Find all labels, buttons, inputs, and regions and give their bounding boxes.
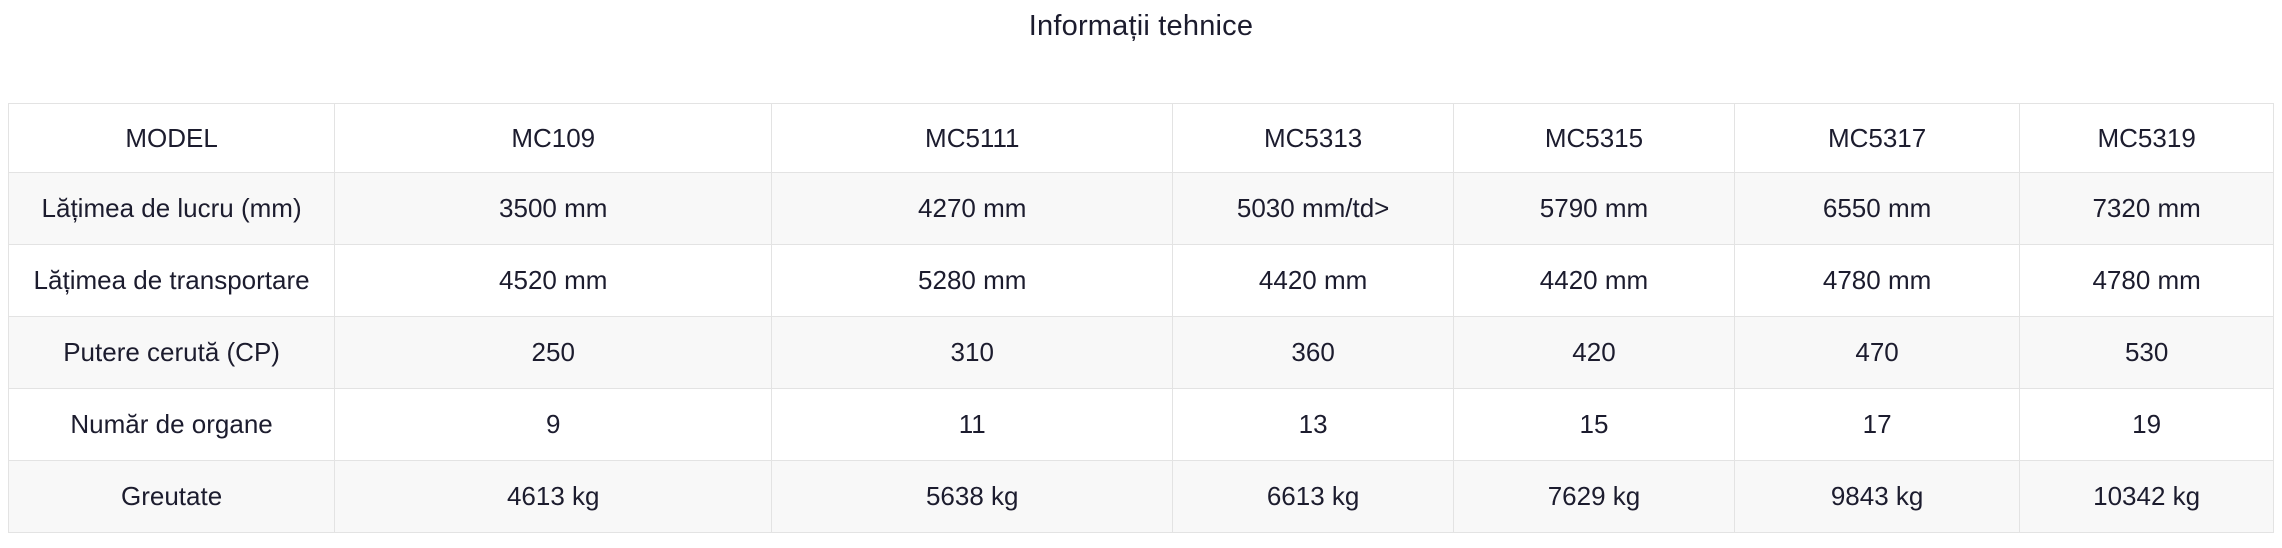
spec-value-cell: 9 <box>334 388 773 461</box>
spec-value-cell: 13 <box>1172 388 1455 461</box>
table-header-row: MODEL MC109 MC5111 MC5313 MC5315 MC5317 MC5319 <box>7 103 2274 173</box>
spec-value-cell: 4420 mm <box>1172 244 1455 317</box>
model-column-header: MODEL <box>7 103 336 173</box>
column-header-mc5315: MC5315 <box>1453 103 1735 173</box>
spec-value-cell: 5790 mm <box>1453 172 1735 245</box>
spec-value-cell: 470 <box>1733 316 2021 389</box>
spec-value-cell: 9843 kg <box>1733 460 2021 533</box>
spec-value-cell: 4780 mm <box>2019 244 2274 317</box>
tech-info-table: MODEL MC109 MC5111 MC5313 MC5315 MC5317 MC5319… <box>7 103 2274 533</box>
spec-value-cell: 15 <box>1453 388 1735 461</box>
spec-value-cell: 10342 kg <box>2019 460 2274 533</box>
spec-value-cell: 420 <box>1453 316 1735 389</box>
spec-value-cell: 11 <box>771 388 1174 461</box>
spec-value-cell: 5280 mm <box>771 244 1174 317</box>
row-label: Greutate <box>7 460 336 533</box>
spec-value-cell: 4270 mm <box>771 172 1174 245</box>
table-row: Lățimea de lucru (mm) 3500 mm 4270 mm 5030 … <box>7 172 2274 245</box>
spec-value-cell: 17 <box>1733 388 2021 461</box>
table-row: Lățimea de transportare 4520 mm 5280 mm 442… <box>7 244 2274 317</box>
spec-value-cell: 4520 mm <box>334 244 773 317</box>
column-header-mc109: MC109 <box>334 103 773 173</box>
spec-value-cell: 5638 kg <box>771 460 1174 533</box>
spec-value-cell: 4780 mm <box>1733 244 2021 317</box>
spec-value-cell: 3500 mm <box>334 172 773 245</box>
table-row: Putere cerută (CP) 250 310 360 420 470 530 <box>7 316 2274 389</box>
row-label: Putere cerută (CP) <box>7 316 336 389</box>
spec-value-cell: 7629 kg <box>1453 460 1735 533</box>
column-header-mc5317: MC5317 <box>1733 103 2021 173</box>
spec-value-cell: 310 <box>771 316 1174 389</box>
spec-value-cell: 530 <box>2019 316 2274 389</box>
table-row: Greutate 4613 kg 5638 kg 6613 kg 7629 kg 9843… <box>7 460 2274 533</box>
spec-value-cell: 6550 mm <box>1733 172 2021 245</box>
column-header-mc5313: MC5313 <box>1172 103 1455 173</box>
table-row: Număr de organe 9 11 13 15 17 19 <box>7 388 2274 461</box>
spec-value-cell: 6613 kg <box>1172 460 1455 533</box>
spec-value-cell: 4420 mm <box>1453 244 1735 317</box>
row-label: Lățimea de transportare <box>7 244 336 317</box>
spec-value-cell: 250 <box>334 316 773 389</box>
row-label: Lățimea de lucru (mm) <box>7 172 336 245</box>
spec-value-cell: 19 <box>2019 388 2274 461</box>
page-title: Informații tehnice <box>1028 10 1254 42</box>
row-label: Număr de organe <box>7 388 336 461</box>
spec-value-cell: 7320 mm <box>2019 172 2274 245</box>
column-header-mc5319: MC5319 <box>2019 103 2274 173</box>
column-header-mc5111: MC5111 <box>771 103 1174 173</box>
spec-value-cell: 360 <box>1172 316 1455 389</box>
spec-value-cell: 5030 mm/td> <box>1172 172 1455 245</box>
spec-value-cell: 4613 kg <box>334 460 773 533</box>
